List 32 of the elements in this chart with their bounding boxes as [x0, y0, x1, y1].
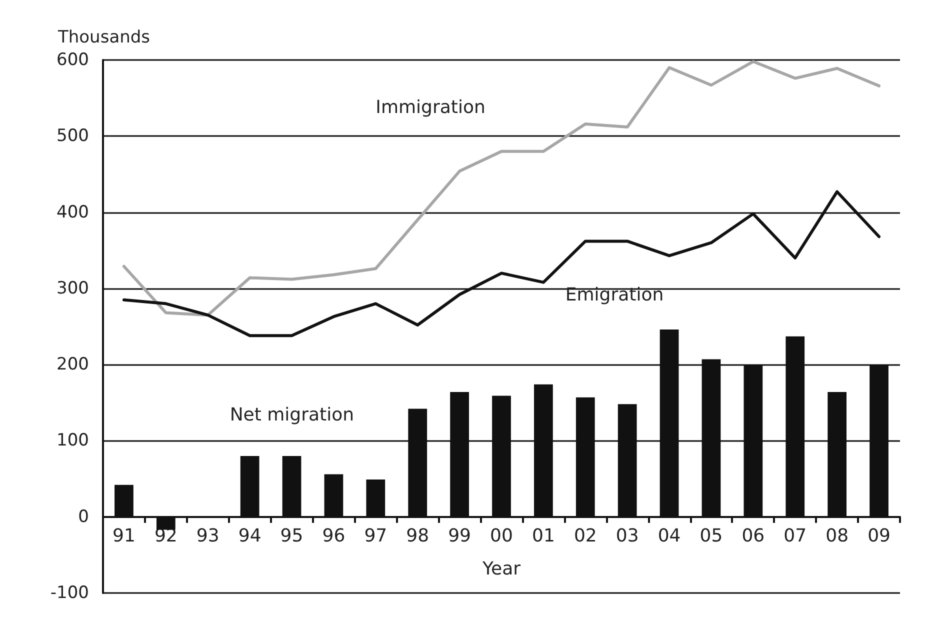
- x-tick-label: 04: [658, 525, 681, 546]
- x-tick-label: 07: [784, 525, 807, 546]
- y-tick-label: 400: [56, 202, 89, 222]
- x-tick-label: 00: [490, 525, 513, 546]
- y-tick-label: 300: [56, 278, 89, 298]
- x-tick-label: 02: [574, 525, 597, 546]
- x-tick-label: 09: [868, 525, 890, 546]
- y-tick-label: -100: [50, 583, 89, 603]
- x-tick-label: 06: [742, 525, 765, 546]
- y-axis-title: Thousands: [57, 28, 150, 48]
- x-tick-label: 01: [532, 525, 555, 546]
- x-tick-label: 96: [322, 525, 346, 546]
- x-tick-label: 08: [826, 525, 849, 546]
- y-tick-label: 0: [78, 506, 89, 527]
- text: Immigration: [376, 97, 486, 118]
- x-tick-label: 91: [112, 525, 136, 546]
- x-tick-label: 05: [700, 525, 723, 546]
- x-tick-label: 93: [196, 525, 220, 546]
- y-tick-label: 600: [56, 50, 89, 70]
- y-tick-label: 200: [56, 354, 89, 375]
- line-series: [122, 60, 881, 317]
- x-tick-label: 99: [448, 525, 472, 546]
- y-tick-label: 500: [56, 126, 89, 146]
- x-tick-label: 03: [616, 525, 639, 546]
- series-label: Net migration: [230, 404, 354, 426]
- x-tick-label: 98: [406, 525, 430, 546]
- x-tick-label: 94: [238, 525, 262, 546]
- x-tick-label: 97: [364, 525, 388, 546]
- y-tick-label: 100: [56, 430, 89, 451]
- series-label: Emigration: [565, 284, 664, 306]
- x-tick-label: 95: [280, 525, 304, 546]
- x-axis-title: Year: [481, 558, 522, 580]
